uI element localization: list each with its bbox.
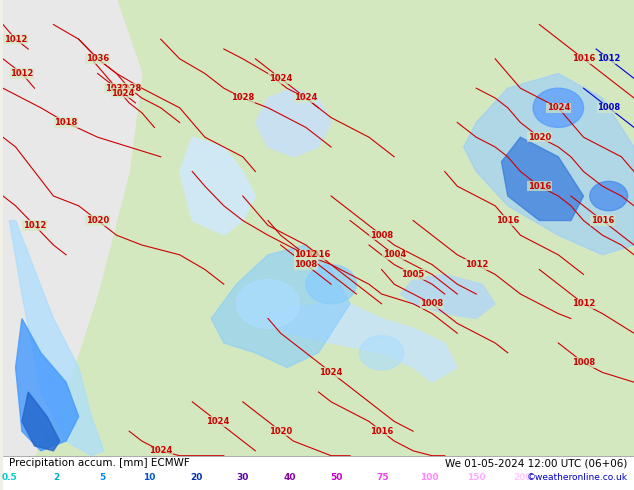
Text: 1024: 1024 xyxy=(206,417,230,426)
Text: 0.5: 0.5 xyxy=(1,473,17,482)
FancyBboxPatch shape xyxy=(3,0,634,456)
Text: 1024: 1024 xyxy=(149,446,172,455)
Text: 1012: 1012 xyxy=(572,299,595,308)
Text: 1036: 1036 xyxy=(86,54,109,63)
Text: 1024: 1024 xyxy=(111,89,134,98)
Text: 1024: 1024 xyxy=(294,94,318,102)
Polygon shape xyxy=(16,318,79,451)
Text: 1008: 1008 xyxy=(294,260,318,269)
Circle shape xyxy=(359,336,404,370)
Text: 1016: 1016 xyxy=(370,427,393,436)
Polygon shape xyxy=(256,88,331,157)
Circle shape xyxy=(236,279,299,328)
Text: 1016: 1016 xyxy=(496,216,519,225)
Circle shape xyxy=(533,88,583,127)
Text: 1008: 1008 xyxy=(572,358,595,367)
Text: 1012: 1012 xyxy=(4,35,27,44)
Polygon shape xyxy=(268,304,457,382)
Text: 50: 50 xyxy=(330,473,342,482)
Text: We 01-05-2024 12:00 UTC (06+06): We 01-05-2024 12:00 UTC (06+06) xyxy=(445,458,628,468)
Text: 40: 40 xyxy=(283,473,295,482)
Text: 1012: 1012 xyxy=(23,221,46,230)
Text: 1018: 1018 xyxy=(55,118,78,127)
Polygon shape xyxy=(211,245,350,368)
Text: Precipitation accum. [mm] ECMWF: Precipitation accum. [mm] ECMWF xyxy=(10,458,190,468)
Polygon shape xyxy=(501,137,583,220)
Text: 1005: 1005 xyxy=(401,270,425,279)
Text: 1012: 1012 xyxy=(10,69,34,78)
Polygon shape xyxy=(179,137,256,235)
Polygon shape xyxy=(3,0,142,456)
Text: 1012: 1012 xyxy=(465,260,488,269)
Text: 1024: 1024 xyxy=(320,368,343,377)
Text: 1008: 1008 xyxy=(597,103,620,112)
Text: 10: 10 xyxy=(143,473,155,482)
Polygon shape xyxy=(10,220,104,456)
Polygon shape xyxy=(463,74,634,255)
Text: 1024: 1024 xyxy=(269,74,292,83)
Text: 1008: 1008 xyxy=(370,231,393,240)
Text: 1016: 1016 xyxy=(572,54,595,63)
FancyBboxPatch shape xyxy=(3,456,634,490)
Text: 1020: 1020 xyxy=(86,216,109,225)
Text: 1016: 1016 xyxy=(527,182,551,191)
Text: 1004: 1004 xyxy=(382,250,406,259)
Text: 1032: 1032 xyxy=(105,84,128,93)
Text: 150: 150 xyxy=(467,473,486,482)
Text: 1020: 1020 xyxy=(269,427,292,436)
Text: 1020: 1020 xyxy=(527,133,551,142)
Text: 1028: 1028 xyxy=(117,84,141,93)
Text: 1020: 1020 xyxy=(294,250,318,259)
Text: 200: 200 xyxy=(514,473,532,482)
Text: 5: 5 xyxy=(100,473,106,482)
Text: 1016: 1016 xyxy=(307,250,330,259)
Text: 1008: 1008 xyxy=(420,299,444,308)
Text: 20: 20 xyxy=(190,473,202,482)
Text: 100: 100 xyxy=(420,473,439,482)
Circle shape xyxy=(306,265,356,304)
Polygon shape xyxy=(22,392,60,451)
Text: 1024: 1024 xyxy=(547,103,570,112)
Polygon shape xyxy=(401,274,495,318)
Text: 75: 75 xyxy=(377,473,389,482)
Text: 1012: 1012 xyxy=(294,250,318,259)
Text: 1012: 1012 xyxy=(597,54,621,63)
Text: 1028: 1028 xyxy=(231,94,254,102)
Text: 1016: 1016 xyxy=(591,216,614,225)
Circle shape xyxy=(590,181,628,211)
Text: 30: 30 xyxy=(236,473,249,482)
Text: 2: 2 xyxy=(53,473,59,482)
Text: ©weatheronline.co.uk: ©weatheronline.co.uk xyxy=(527,473,628,482)
